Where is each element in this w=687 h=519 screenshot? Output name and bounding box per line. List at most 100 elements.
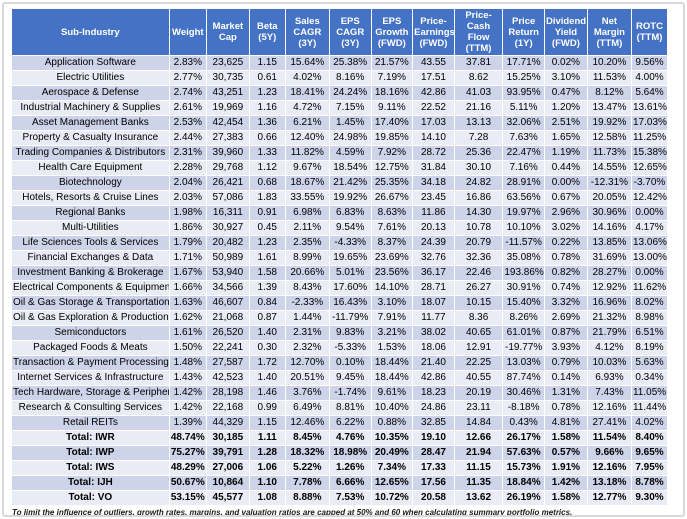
cell-value: 26.19% bbox=[502, 490, 545, 506]
cell-value: 1.40 bbox=[248, 325, 286, 341]
cell-value: 15.40% bbox=[502, 295, 545, 311]
cell-value: 8.26% bbox=[502, 310, 545, 326]
cell-value: -19.77% bbox=[502, 340, 545, 356]
cell-value: 1.42% bbox=[168, 385, 207, 401]
cell-value: 25.35% bbox=[370, 175, 414, 191]
cell-value: 20.05% bbox=[586, 190, 632, 206]
cell-value: 7.28 bbox=[453, 130, 504, 146]
cell-value: 0.74% bbox=[543, 280, 588, 296]
cell-value: 50,989 bbox=[205, 250, 250, 266]
cell-value: 3.10% bbox=[370, 295, 414, 311]
cell-value: 23.56% bbox=[370, 265, 414, 281]
cell-value: 21.42% bbox=[328, 175, 372, 191]
cell-value: 34.18 bbox=[412, 175, 455, 191]
sub-industry-name: Trading Companies & Distributors bbox=[11, 145, 170, 161]
cell-value: 1.42% bbox=[168, 400, 207, 416]
cell-value: 2.83% bbox=[168, 55, 207, 71]
table-row: Regional Banks 1.98% 16,311 0.91 6.98% 6.83% 8… bbox=[11, 205, 669, 221]
cell-value: 16.96% bbox=[586, 295, 632, 311]
cell-value: 1.44% bbox=[284, 310, 330, 326]
cell-value: -4.33% bbox=[328, 235, 372, 251]
cell-value: 39,791 bbox=[205, 445, 250, 461]
total-label: Total: IWR bbox=[11, 430, 170, 446]
total-row: Total: IJH 50.67% 10,864 1.10 7.78% 6.66% 12.6… bbox=[11, 475, 669, 491]
cell-value: 11.05% bbox=[630, 385, 669, 401]
cell-value: 37.81 bbox=[453, 55, 504, 71]
cell-value: 1.46 bbox=[248, 385, 286, 401]
cell-value: 9.54% bbox=[328, 220, 372, 236]
cell-value: 24.98% bbox=[328, 130, 372, 146]
cell-value: 4.02% bbox=[630, 415, 669, 431]
cell-value: 28.47 bbox=[412, 445, 455, 461]
footnote: To limit the influence of outliers, grow… bbox=[12, 508, 573, 517]
cell-value: 7.43% bbox=[586, 385, 632, 401]
cell-value: 17.03 bbox=[412, 115, 455, 131]
cell-value: 0.87 bbox=[248, 310, 286, 326]
total-label: Total: VO bbox=[11, 490, 170, 506]
cell-value: 24.24% bbox=[328, 85, 372, 101]
cell-value: 12.58% bbox=[586, 130, 632, 146]
cell-value: 32.06% bbox=[502, 115, 545, 131]
cell-value: 12.91 bbox=[453, 340, 504, 356]
cell-value: 5.64% bbox=[630, 85, 669, 101]
cell-value: 40.65 bbox=[453, 325, 504, 341]
cell-value: 13.13 bbox=[453, 115, 504, 131]
cell-value: 0.99 bbox=[248, 400, 286, 416]
cell-value: 18.54% bbox=[328, 160, 372, 176]
cell-value: 8.88% bbox=[284, 490, 330, 506]
cell-value: 0.68 bbox=[248, 175, 286, 191]
cell-value: 0.61 bbox=[248, 70, 286, 86]
total-row: Total: VO 53.15% 45,577 1.08 8.88% 7.53% 10.72… bbox=[11, 490, 669, 506]
table-row: Property & Casualty Insurance 2.44% 27,383… bbox=[11, 130, 669, 146]
cell-value: 4.76% bbox=[328, 430, 372, 446]
cell-value: 30.96% bbox=[586, 205, 632, 221]
cell-value: 57,086 bbox=[205, 190, 250, 206]
sub-industry-name: Semiconductors bbox=[11, 325, 170, 341]
cell-value: 11.77 bbox=[412, 310, 455, 326]
table-row: Life Sciences Tools & Services 1.79% 20,48… bbox=[11, 235, 669, 251]
table-row: Oil & Gas Storage & Transportation 1.63% 4… bbox=[11, 295, 669, 311]
sub-industry-name: Industrial Machinery & Supplies bbox=[11, 100, 170, 116]
cell-value: 17.33 bbox=[412, 460, 455, 476]
cell-value: 14.10 bbox=[412, 130, 455, 146]
cell-value: 42.86 bbox=[412, 85, 455, 101]
cell-value: 19.10 bbox=[412, 430, 455, 446]
cell-value: 4.59% bbox=[328, 145, 372, 161]
sub-industry-name: Transaction & Payment Processing bbox=[11, 355, 170, 371]
cell-value: 0.02% bbox=[543, 55, 588, 71]
cell-value: 9.11% bbox=[370, 100, 414, 116]
cell-value: 22,168 bbox=[205, 400, 250, 416]
cell-value: 4.02% bbox=[284, 70, 330, 86]
cell-value: 11.62% bbox=[630, 280, 669, 296]
cell-value: 3.10% bbox=[543, 70, 588, 86]
cell-value: 1.39% bbox=[168, 415, 207, 431]
cell-value: 0.44% bbox=[543, 160, 588, 176]
cell-value: 28.27% bbox=[586, 265, 632, 281]
cell-value: 18.32% bbox=[284, 445, 330, 461]
cell-value: 2.03% bbox=[168, 190, 207, 206]
cell-value: 8.78% bbox=[630, 475, 669, 491]
cell-value: 4.17% bbox=[630, 220, 669, 236]
cell-value: 11.82% bbox=[284, 145, 330, 161]
cell-value: 19.97% bbox=[502, 205, 545, 221]
sub-industry-name: Property & Casualty Insurance bbox=[11, 130, 170, 146]
cell-value: 0.00% bbox=[630, 205, 669, 221]
cell-value: 1.26% bbox=[328, 460, 372, 476]
cell-value: 0.22% bbox=[543, 235, 588, 251]
cell-value: 0.47% bbox=[543, 85, 588, 101]
cell-value: 13.47% bbox=[586, 100, 632, 116]
cell-value: -5.33% bbox=[328, 340, 372, 356]
cell-value: 18.98% bbox=[328, 445, 372, 461]
cell-value: 19.65% bbox=[328, 250, 372, 266]
cell-value: 2.04% bbox=[168, 175, 207, 191]
sub-industry-name: Multi-Utilities bbox=[11, 220, 170, 236]
cell-value: 17.40% bbox=[370, 115, 414, 131]
cell-value: 21.94 bbox=[453, 445, 504, 461]
sub-industry-name: Electric Utilities bbox=[11, 70, 170, 86]
cell-value: 15.73% bbox=[502, 460, 545, 476]
cell-value: 2.74% bbox=[168, 85, 207, 101]
cell-value: 19,969 bbox=[205, 100, 250, 116]
cell-value: 12.16% bbox=[586, 400, 632, 416]
cell-value: 8.62 bbox=[453, 70, 504, 86]
sub-industry-name: Investment Banking & Brokerage bbox=[11, 265, 170, 281]
